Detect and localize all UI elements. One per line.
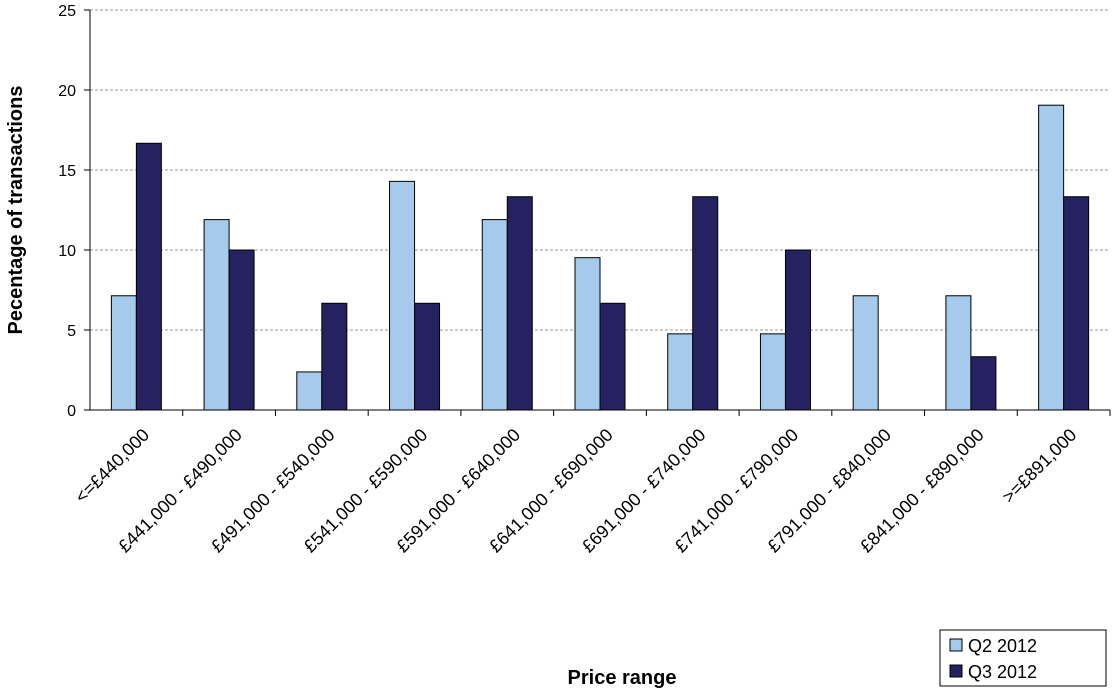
bar (481, 219, 508, 411)
y-tick-label: 0 (67, 403, 76, 420)
bar (414, 302, 441, 411)
legend-swatch (949, 664, 963, 678)
bar (296, 371, 323, 411)
bar (1063, 196, 1090, 411)
bar (852, 295, 879, 411)
bar (945, 295, 972, 411)
bar (784, 249, 811, 411)
bar (599, 302, 626, 411)
legend-swatch (949, 638, 963, 652)
x-tick-label: <=£440,000 (71, 425, 153, 507)
bar (203, 219, 230, 411)
bar (506, 196, 533, 411)
y-tick-label: 15 (58, 163, 76, 180)
legend-box (939, 629, 1107, 687)
bar (692, 196, 719, 411)
legend-label: Q2 2012 (968, 636, 1037, 656)
bar (321, 302, 348, 411)
y-tick-label: 20 (58, 83, 76, 100)
bar (574, 257, 601, 411)
bar (135, 142, 162, 411)
legend-label: Q3 2012 (968, 662, 1037, 682)
y-tick-label: 5 (67, 323, 76, 340)
bar (667, 333, 694, 411)
bar (970, 356, 997, 411)
bar (110, 295, 137, 411)
x-axis-title: Price range (568, 667, 677, 689)
y-tick-label: 10 (58, 243, 76, 260)
bar (228, 249, 255, 411)
bar (389, 180, 416, 411)
y-tick-label: 25 (58, 3, 76, 20)
bar (1038, 104, 1065, 411)
x-tick-label: >=£891,000 (998, 425, 1080, 507)
bar (759, 333, 786, 411)
y-axis-title: Pecentage of transactions (5, 86, 27, 335)
